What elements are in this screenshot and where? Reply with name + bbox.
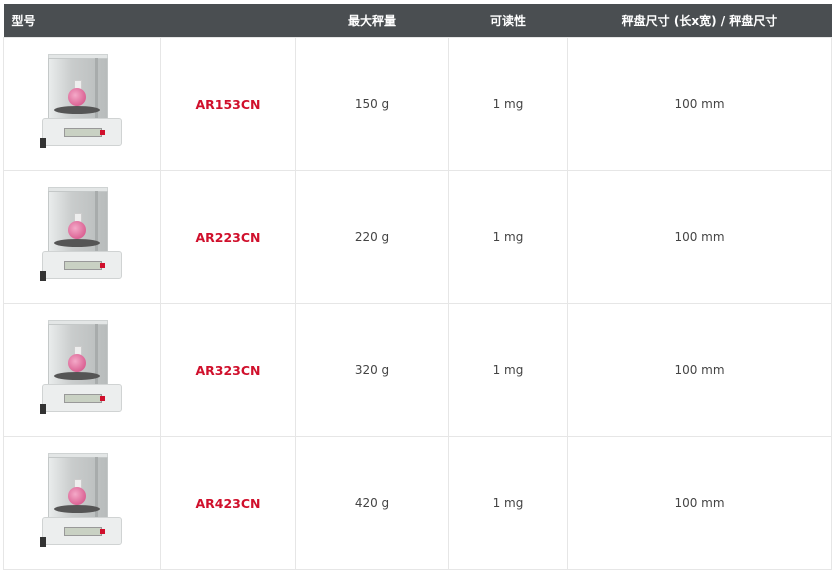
capacity: 320 g [295,303,449,437]
header-pan-size: 秤盘尺寸 (长x宽) / 秤盘尺寸 [567,4,832,38]
table-row: AR423CN 420 g 1 mg 100 mm [3,436,832,570]
model-link[interactable]: AR423CN [160,436,296,570]
pan-size: 100 mm [567,436,832,570]
table-row: AR223CN 220 g 1 mg 100 mm [3,170,832,304]
product-image-cell [3,303,161,437]
balance-image[interactable] [40,318,124,422]
readability: 1 mg [448,37,568,171]
table-row: AR323CN 320 g 1 mg 100 mm [3,303,832,437]
readability: 1 mg [448,436,568,570]
table-header: 型号 最大秤量 可读性 秤盘尺寸 (长x宽) / 秤盘尺寸 [3,4,832,38]
pan-size: 100 mm [567,170,832,304]
balance-image[interactable] [40,185,124,289]
model-link[interactable]: AR323CN [160,303,296,437]
product-image-cell [3,37,161,171]
readability: 1 mg [448,170,568,304]
balance-image[interactable] [40,451,124,555]
balance-image[interactable] [40,52,124,156]
header-capacity: 最大秤量 [295,4,449,38]
product-image-cell [3,436,161,570]
capacity: 420 g [295,436,449,570]
product-image-cell [3,170,161,304]
pan-size: 100 mm [567,303,832,437]
header-blank [160,4,296,38]
product-table: 型号 最大秤量 可读性 秤盘尺寸 (长x宽) / 秤盘尺寸 AR153CN 15… [3,4,832,570]
table-row: AR153CN 150 g 1 mg 100 mm [3,37,832,171]
pan-size: 100 mm [567,37,832,171]
capacity: 150 g [295,37,449,171]
capacity: 220 g [295,170,449,304]
model-link[interactable]: AR223CN [160,170,296,304]
header-model: 型号 [3,4,161,38]
model-link[interactable]: AR153CN [160,37,296,171]
readability: 1 mg [448,303,568,437]
header-readability: 可读性 [448,4,568,38]
